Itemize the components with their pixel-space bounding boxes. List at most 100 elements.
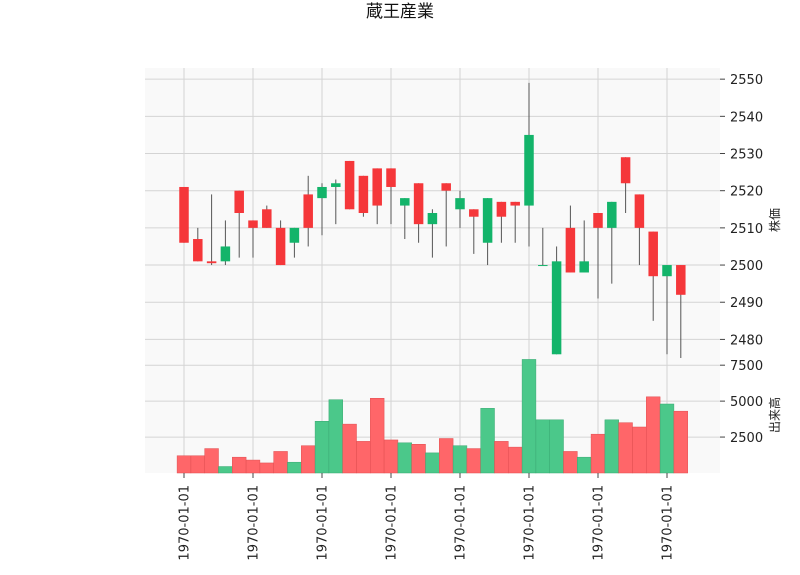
volume-bar — [618, 422, 633, 474]
candle-body — [676, 265, 686, 295]
volume-bar — [439, 438, 454, 474]
price-tick-label: 2520 — [730, 185, 763, 200]
volume-bar — [190, 455, 205, 474]
volume-bar — [590, 433, 606, 474]
volume-bar — [521, 359, 537, 474]
volume-bar — [218, 466, 233, 474]
candle-body — [565, 227, 576, 273]
candle-body — [179, 186, 189, 243]
volume-bar — [673, 410, 688, 474]
candle-body — [524, 134, 534, 206]
candle-body — [593, 213, 603, 228]
volume-bar — [452, 445, 468, 474]
candle-body — [275, 227, 286, 266]
candle-body — [234, 190, 244, 213]
candle-body — [634, 194, 645, 228]
candle-body — [262, 209, 272, 228]
x-tick-label: 1970-01-01 — [178, 485, 193, 561]
volume-bar — [245, 459, 261, 474]
x-tick-label: 1970-01-01 — [523, 485, 538, 561]
volume-bar — [397, 442, 412, 474]
volume-tick-label: 7500 — [730, 359, 763, 374]
x-tick-label: 1970-01-01 — [247, 485, 262, 561]
price-tick-label: 2480 — [730, 333, 763, 348]
volume-bar — [328, 399, 343, 474]
price-axis-label: 株価 — [767, 208, 782, 232]
price-tick-label: 2510 — [730, 222, 763, 237]
price-tick-label: 2530 — [730, 148, 763, 163]
candle-body — [193, 239, 203, 262]
x-axis: 1970-01-01 1970-01-01 1970-01-01 1970-01-01… — [178, 473, 676, 561]
volume-bar — [604, 419, 619, 474]
volume-bar — [466, 448, 481, 474]
candle-body — [400, 198, 410, 206]
candle-body — [372, 168, 382, 206]
volume-bar — [342, 423, 357, 474]
volume-bar — [535, 419, 550, 474]
volume-bar — [273, 451, 288, 474]
candle-body — [579, 261, 589, 273]
volume-bar — [411, 444, 426, 474]
candle-body — [220, 246, 231, 262]
candle-body — [482, 198, 493, 243]
price-panel: 2480 2490 2500 2510 2520 2530 2540 2550 株価 — [145, 68, 782, 358]
volume-bar — [383, 439, 399, 474]
candle-body — [455, 198, 465, 210]
candle-body — [427, 213, 438, 225]
candle-body — [469, 209, 479, 217]
volume-bar — [632, 426, 647, 474]
candle-body — [317, 186, 327, 199]
volume-bar — [356, 441, 371, 474]
x-tick-label: 1970-01-01 — [661, 485, 676, 561]
candle-body — [413, 183, 424, 225]
x-tick-label: 1970-01-01 — [592, 485, 607, 561]
price-tick-label: 2550 — [730, 73, 763, 88]
candle-body — [248, 220, 258, 228]
candle-body — [441, 183, 451, 191]
x-tick-label: 1970-01-01 — [454, 485, 469, 561]
volume-bar — [494, 441, 509, 474]
candle-body — [206, 261, 217, 264]
candle-body — [289, 227, 300, 243]
chart-title: 蔵王産業 — [366, 2, 434, 22]
volume-bar — [425, 452, 440, 474]
candle-body — [510, 201, 520, 206]
candle-body — [648, 231, 658, 277]
volume-panel: 2500 5000 7500 出来高 — [145, 358, 782, 474]
volume-bar — [232, 456, 247, 474]
volume-bar — [259, 462, 274, 474]
volume-axis-label: 出来高 — [767, 397, 782, 433]
volume-bar — [204, 448, 219, 474]
candle-body — [331, 183, 341, 187]
price-tick-label: 2490 — [730, 296, 763, 311]
volume-bar — [659, 403, 675, 474]
price-tick-label: 2540 — [730, 110, 763, 125]
candle-body — [496, 201, 507, 217]
volume-bar — [549, 419, 564, 474]
volume-bar — [563, 451, 578, 474]
volume-bar — [646, 396, 661, 474]
x-tick-label: 1970-01-01 — [385, 485, 400, 561]
volume-bar — [508, 446, 523, 474]
volume-bar — [314, 421, 330, 474]
volume-bar — [287, 461, 302, 474]
candle-body — [551, 261, 562, 355]
volume-bar — [370, 398, 385, 474]
candle-body — [303, 194, 313, 228]
candle-body — [538, 265, 548, 267]
x-tick-label: 1970-01-01 — [316, 485, 331, 561]
volume-tick-label: 2500 — [730, 431, 763, 446]
candle-body — [607, 201, 617, 228]
candle-body — [662, 265, 672, 277]
candle-body — [386, 168, 396, 187]
candle-body — [358, 175, 369, 213]
candle-body — [620, 157, 631, 184]
volume-bar — [176, 455, 192, 474]
volume-bar — [301, 445, 316, 474]
volume-bar — [480, 408, 495, 474]
volume-tick-label: 5000 — [730, 395, 763, 410]
volume-bar — [577, 456, 592, 474]
candle-body — [344, 160, 355, 210]
price-tick-label: 2500 — [730, 259, 763, 274]
